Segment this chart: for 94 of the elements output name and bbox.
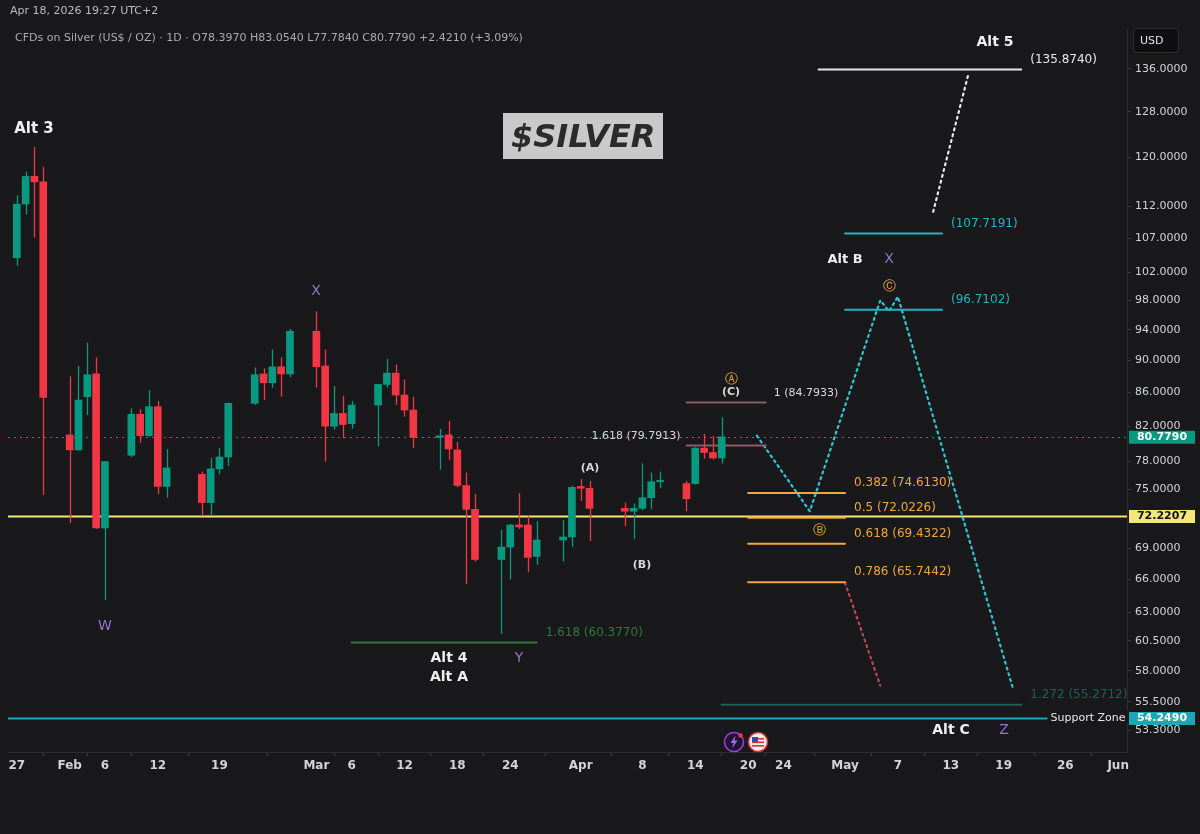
x-tick-label: 19	[995, 758, 1012, 773]
series-label: (96.7102)	[950, 291, 1010, 306]
candlestick	[391, 363, 400, 406]
y-tick-label: 82.0000	[1135, 419, 1181, 433]
x-tick-label: 24	[775, 758, 792, 773]
annotation: Alt 5	[976, 33, 1014, 49]
y-tick-label: 75.0000	[1135, 482, 1181, 496]
annotation: Alt B	[827, 250, 863, 266]
annotation: X	[311, 282, 321, 298]
candlestick	[268, 348, 277, 389]
annotation: (A)	[580, 460, 600, 474]
candlestick	[629, 502, 638, 540]
y-tick-label: 90.0000	[1135, 353, 1181, 367]
x-tick-label: 14	[686, 758, 704, 773]
y-tick-label: 98.0000	[1135, 293, 1181, 307]
x-tick-label: 6	[100, 758, 110, 773]
y-tick-label: 60.5000	[1135, 633, 1181, 647]
series-label: 0.618 (69.4322)	[854, 525, 952, 540]
y-tick-label: 78.0000	[1135, 454, 1181, 468]
chart-subtitle: CFDs on Silver (US$ / OZ) · 1D · O78.3970 H83.0540 L77.7840 C80.7790 +2.4210 (+3.09%)	[15, 31, 523, 44]
x-tick-label: 6	[347, 758, 356, 773]
x-tick-label: 8	[638, 758, 647, 773]
series-label: 0.382 (74.6130)	[854, 475, 952, 490]
annotation: Ⓑ	[812, 521, 826, 539]
annotation: Alt C	[932, 721, 970, 737]
x-tick-label: 19	[211, 758, 228, 773]
y-tick-label: 66.0000	[1135, 572, 1181, 586]
candlestick	[506, 523, 515, 581]
annotation: Z	[999, 721, 1009, 737]
candlestick	[330, 385, 338, 431]
annotation: Ⓒ	[882, 277, 896, 295]
candlestick	[532, 520, 541, 566]
x-tick-label: 7	[893, 758, 903, 773]
annotation: 1 (84.7933)	[773, 385, 839, 399]
candlestick	[277, 356, 285, 398]
x-tick-label: Feb	[57, 758, 83, 773]
series-label: 0.5 (72.0226)	[854, 499, 936, 514]
line-series	[755, 295, 1014, 688]
y-tick-label: 53.3000	[1135, 723, 1181, 737]
y-tick-label: 128.0000	[1135, 104, 1188, 118]
x-tick-label: 27	[8, 758, 26, 773]
series-label: (135.8740)	[1030, 51, 1097, 66]
x-tick-label: 12	[149, 758, 167, 773]
y-tick-label: 58.0000	[1135, 663, 1181, 677]
y-tick-label: 63.0000	[1135, 605, 1181, 619]
annotation: W	[98, 617, 112, 633]
x-tick-label: 12	[396, 758, 413, 773]
candlestick	[162, 448, 171, 499]
y-tick-label: 112.0000	[1135, 198, 1188, 212]
annotation: Alt 4	[430, 649, 468, 665]
annotation: Alt A	[429, 668, 469, 684]
candlestick	[620, 501, 629, 527]
series-label: (107.7191)	[950, 215, 1018, 230]
text: $SILVER	[503, 113, 664, 159]
series-label: 0.786 (65.7442)	[854, 564, 952, 579]
ref-line-label: 72.2207	[1136, 509, 1188, 523]
x-tick-label: 18	[449, 758, 466, 773]
candlestick	[497, 529, 506, 635]
annotation: 1.618 (79.7913)	[591, 428, 681, 442]
y-tick-label: 120.0000	[1135, 150, 1188, 164]
annotation: (B)	[632, 557, 652, 571]
x-tick-label: 24	[501, 758, 519, 773]
y-tick-label: 86.0000	[1135, 385, 1181, 399]
series-label: 1.618 (60.3770)	[545, 624, 643, 639]
annotation: (C)	[721, 384, 741, 398]
annotation: Support Zone	[1047, 710, 1129, 724]
candlestick	[83, 342, 92, 416]
y-tick-label: 102.0000	[1135, 264, 1188, 278]
candlestick	[136, 408, 144, 444]
candlestick	[682, 480, 691, 512]
candlestick	[65, 375, 74, 524]
annotation: X	[884, 250, 894, 266]
x-tick-label: Apr	[568, 758, 593, 773]
annotation: Y	[514, 649, 524, 665]
x-tick-label: 13	[942, 758, 960, 773]
candlestick	[347, 400, 356, 430]
ref-line-label: 54.2490	[1136, 711, 1188, 725]
y-axis-title: USD	[1133, 28, 1179, 53]
x-tick-label: May	[831, 758, 859, 773]
series-label: 1.272 (55.2712)	[1030, 686, 1128, 701]
annotation: Alt 3	[14, 119, 54, 137]
ref-line-label: 80.7790	[1136, 430, 1188, 444]
annotation: Ⓐ	[724, 370, 738, 387]
y-tick-label: 69.0000	[1135, 541, 1181, 554]
y-tick-label: 94.0000	[1135, 322, 1181, 336]
x-tick-label: 26	[1056, 758, 1074, 773]
y-tick-label: 107.0000	[1135, 231, 1188, 245]
x-tick-label: Mar	[303, 758, 330, 773]
candlestick	[338, 395, 347, 440]
y-tick-label: 136.0000	[1135, 61, 1188, 75]
x-tick-label: Jun	[1106, 758, 1129, 773]
text: Apr 18, 2026 19:27 UTC+2	[10, 4, 159, 17]
x-tick-label: 20	[739, 758, 757, 773]
y-tick-label: 55.5000	[1135, 694, 1181, 708]
